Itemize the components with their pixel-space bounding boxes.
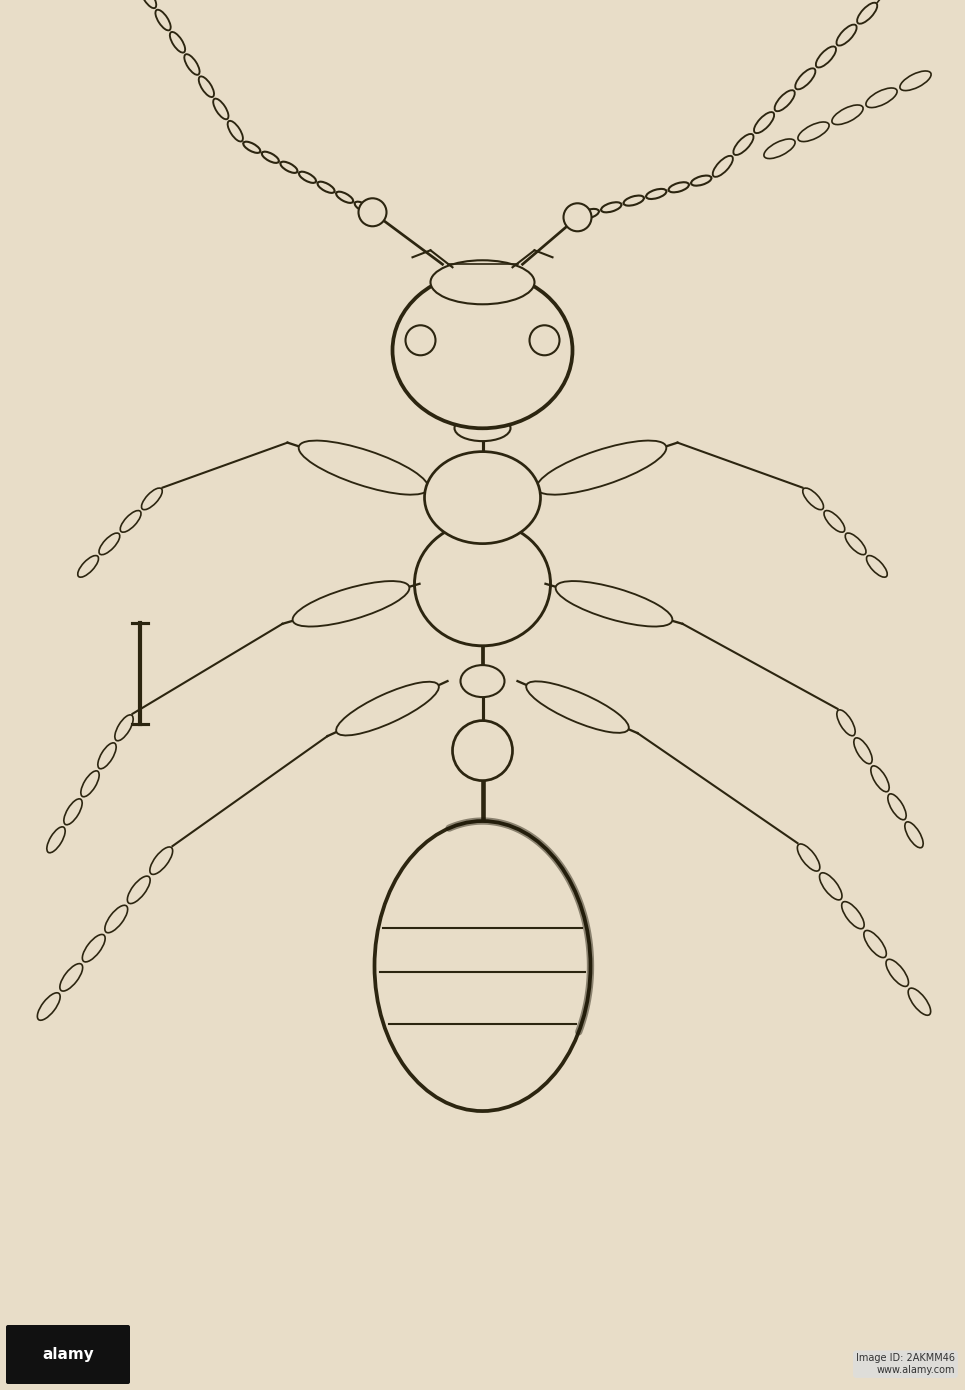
Ellipse shape xyxy=(299,172,317,183)
Ellipse shape xyxy=(317,182,335,193)
Ellipse shape xyxy=(646,189,667,199)
Text: Image ID: 2AKMM46
www.alamy.com: Image ID: 2AKMM46 www.alamy.com xyxy=(856,1354,955,1375)
Ellipse shape xyxy=(579,208,599,220)
Ellipse shape xyxy=(797,844,820,872)
Ellipse shape xyxy=(336,192,353,203)
Circle shape xyxy=(564,203,592,231)
Ellipse shape xyxy=(141,0,156,8)
Ellipse shape xyxy=(64,799,82,824)
Ellipse shape xyxy=(81,771,99,796)
Ellipse shape xyxy=(601,202,621,213)
Ellipse shape xyxy=(845,532,866,555)
Ellipse shape xyxy=(121,510,141,532)
Ellipse shape xyxy=(713,156,732,177)
Ellipse shape xyxy=(155,10,171,31)
Ellipse shape xyxy=(355,202,372,213)
Ellipse shape xyxy=(127,876,151,904)
Ellipse shape xyxy=(857,3,877,24)
Ellipse shape xyxy=(870,766,889,792)
Ellipse shape xyxy=(669,182,689,192)
Circle shape xyxy=(530,325,560,356)
Ellipse shape xyxy=(556,581,673,627)
Ellipse shape xyxy=(691,175,711,186)
Ellipse shape xyxy=(733,133,754,156)
Ellipse shape xyxy=(908,988,930,1015)
Ellipse shape xyxy=(837,25,857,46)
Ellipse shape xyxy=(336,681,439,735)
Ellipse shape xyxy=(199,76,214,97)
Ellipse shape xyxy=(867,556,887,577)
Ellipse shape xyxy=(298,441,428,495)
Ellipse shape xyxy=(900,71,931,90)
Ellipse shape xyxy=(905,821,924,848)
Ellipse shape xyxy=(415,521,550,646)
Ellipse shape xyxy=(82,934,105,962)
Ellipse shape xyxy=(170,32,185,53)
Circle shape xyxy=(405,325,435,356)
Ellipse shape xyxy=(430,260,535,304)
Ellipse shape xyxy=(854,738,872,763)
Ellipse shape xyxy=(837,710,855,735)
Ellipse shape xyxy=(105,905,127,933)
FancyBboxPatch shape xyxy=(6,1325,130,1384)
Ellipse shape xyxy=(815,46,836,68)
Text: alamy: alamy xyxy=(42,1347,94,1362)
Ellipse shape xyxy=(99,532,120,555)
Ellipse shape xyxy=(150,847,173,874)
Ellipse shape xyxy=(888,794,906,820)
Ellipse shape xyxy=(754,113,774,133)
Ellipse shape xyxy=(393,272,572,428)
Ellipse shape xyxy=(864,930,886,958)
Ellipse shape xyxy=(142,488,162,510)
Ellipse shape xyxy=(78,556,98,577)
Ellipse shape xyxy=(832,106,863,125)
Ellipse shape xyxy=(97,742,116,769)
Ellipse shape xyxy=(184,54,200,75)
Ellipse shape xyxy=(798,122,829,142)
Ellipse shape xyxy=(819,873,842,899)
Circle shape xyxy=(453,720,512,781)
Ellipse shape xyxy=(455,416,510,441)
Ellipse shape xyxy=(115,714,133,741)
Circle shape xyxy=(359,199,387,227)
Ellipse shape xyxy=(425,452,540,543)
Ellipse shape xyxy=(866,88,897,107)
Ellipse shape xyxy=(803,488,823,510)
Ellipse shape xyxy=(460,664,505,698)
Ellipse shape xyxy=(526,681,629,733)
Ellipse shape xyxy=(213,99,229,120)
Ellipse shape xyxy=(374,821,591,1111)
Ellipse shape xyxy=(243,142,261,153)
Ellipse shape xyxy=(841,902,865,929)
Ellipse shape xyxy=(824,510,844,532)
Ellipse shape xyxy=(47,827,66,853)
Ellipse shape xyxy=(281,161,297,172)
Ellipse shape xyxy=(764,139,795,158)
Ellipse shape xyxy=(38,992,60,1020)
Ellipse shape xyxy=(228,121,243,142)
Ellipse shape xyxy=(262,152,279,163)
Ellipse shape xyxy=(537,441,667,495)
Ellipse shape xyxy=(795,68,815,89)
Ellipse shape xyxy=(292,581,409,627)
Ellipse shape xyxy=(775,90,795,111)
Ellipse shape xyxy=(60,963,83,991)
Ellipse shape xyxy=(886,959,908,987)
Ellipse shape xyxy=(623,196,644,206)
